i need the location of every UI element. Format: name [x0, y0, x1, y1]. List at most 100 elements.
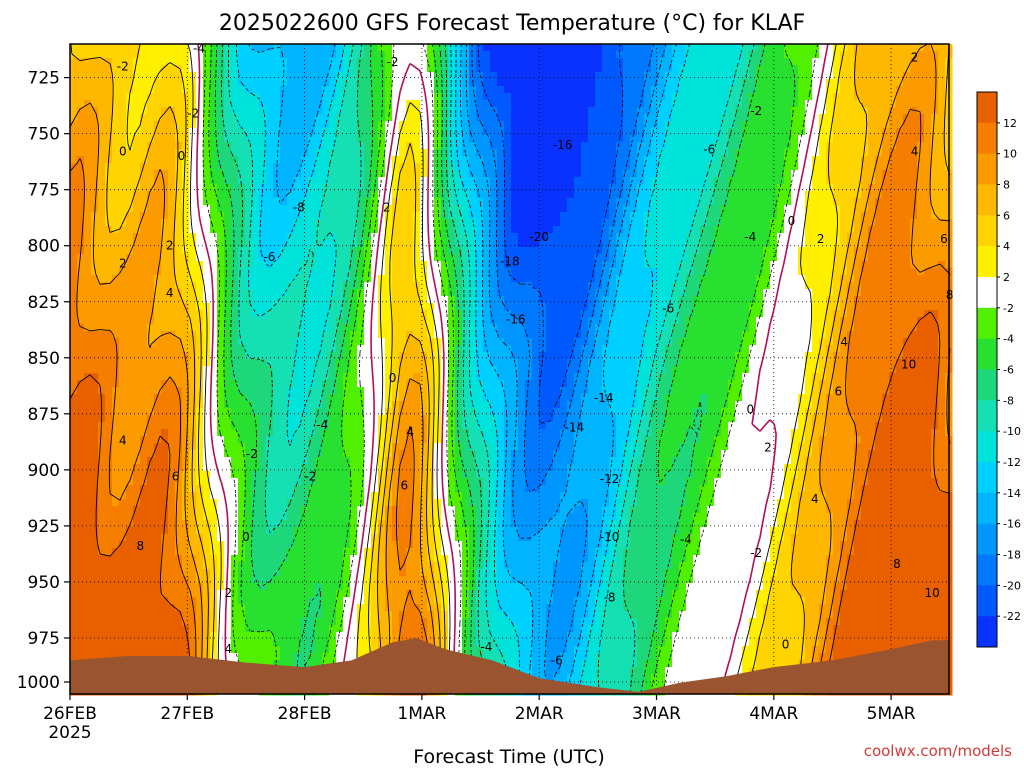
- temperature-cell: [924, 233, 932, 241]
- temperature-cell: [287, 86, 295, 94]
- temperature-cell: [441, 86, 449, 94]
- temperature-cell: [791, 100, 799, 108]
- temperature-cell: [644, 135, 652, 143]
- temperature-cell: [609, 170, 617, 178]
- temperature-cell: [833, 177, 841, 185]
- temperature-cell: [196, 296, 204, 304]
- temperature-cell: [357, 191, 365, 199]
- temperature-cell: [455, 86, 463, 94]
- temperature-cell: [168, 184, 176, 192]
- temperature-cell: [210, 219, 218, 227]
- temperature-cell: [546, 205, 554, 213]
- temperature-cell: [329, 72, 337, 80]
- temperature-cell: [231, 135, 239, 143]
- temperature-cell: [560, 177, 568, 185]
- temperature-cell: [350, 212, 358, 220]
- temperature-cell: [294, 198, 302, 206]
- temperature-cell: [287, 296, 295, 304]
- temperature-cell: [546, 233, 554, 241]
- temperature-cell: [259, 107, 267, 115]
- temperature-cell: [462, 58, 470, 66]
- temperature-cell: [616, 233, 624, 241]
- temperature-cell: [686, 240, 694, 248]
- temperature-cell: [287, 142, 295, 150]
- temperature-cell: [924, 268, 932, 276]
- temperature-cell: [707, 121, 715, 129]
- temperature-cell: [777, 226, 785, 234]
- temperature-cell: [553, 156, 561, 164]
- temperature-cell: [119, 170, 127, 178]
- temperature-cell: [273, 191, 281, 199]
- temperature-cell: [112, 128, 120, 136]
- temperature-cell: [469, 163, 477, 171]
- temperature-cell: [749, 128, 757, 136]
- temperature-cell: [182, 86, 190, 94]
- temperature-cell: [497, 177, 505, 185]
- temperature-cell: [336, 261, 344, 269]
- temperature-cell: [651, 233, 659, 241]
- temperature-cell: [476, 135, 484, 143]
- temperature-cell: [210, 170, 218, 178]
- temperature-cell: [882, 296, 890, 304]
- temperature-cell: [560, 247, 568, 255]
- temperature-cell: [427, 44, 435, 52]
- temperature-cell: [504, 170, 512, 178]
- temperature-cell: [749, 163, 757, 171]
- temperature-cell: [784, 58, 792, 66]
- temperature-cell: [602, 44, 610, 52]
- temperature-cell: [301, 114, 309, 122]
- temperature-cell: [315, 226, 323, 234]
- temperature-cell: [427, 121, 435, 129]
- temperature-cell: [259, 226, 267, 234]
- temperature-cell: [658, 226, 666, 234]
- temperature-cell: [728, 156, 736, 164]
- temperature-cell: [903, 114, 911, 122]
- temperature-cell: [161, 233, 169, 241]
- temperature-cell: [98, 282, 106, 290]
- temperature-cell: [420, 317, 428, 325]
- temperature-cell: [511, 86, 519, 94]
- temperature-cell: [364, 79, 372, 87]
- temperature-cell: [938, 191, 946, 199]
- temperature-cell: [119, 247, 127, 255]
- temperature-cell: [294, 289, 302, 297]
- temperature-cell: [581, 51, 589, 59]
- temperature-cell: [707, 156, 715, 164]
- temperature-cell: [525, 282, 533, 290]
- temperature-cell: [777, 114, 785, 122]
- temperature-cell: [364, 226, 372, 234]
- temperature-cell: [455, 142, 463, 150]
- temperature-cell: [140, 170, 148, 178]
- temperature-cell: [406, 149, 414, 157]
- temperature-cell: [441, 233, 449, 241]
- temperature-cell: [777, 107, 785, 115]
- temperature-cell: [91, 86, 99, 94]
- temperature-cell: [245, 93, 253, 101]
- temperature-cell: [609, 205, 617, 213]
- temperature-cell: [308, 100, 316, 108]
- temperature-cell: [805, 268, 813, 276]
- temperature-cell: [560, 121, 568, 129]
- temperature-cell: [567, 65, 575, 73]
- temperature-cell: [581, 310, 589, 318]
- temperature-cell: [644, 163, 652, 171]
- temperature-cell: [672, 72, 680, 80]
- temperature-cell: [357, 93, 365, 101]
- temperature-cell: [77, 219, 85, 227]
- temperature-cell: [105, 198, 113, 206]
- temperature-cell: [581, 247, 589, 255]
- temperature-cell: [938, 156, 946, 164]
- temperature-cell: [231, 233, 239, 241]
- temperature-cell: [77, 100, 85, 108]
- temperature-cell: [168, 296, 176, 304]
- temperature-cell: [259, 128, 267, 136]
- temperature-cell: [833, 142, 841, 150]
- temperature-cell: [462, 170, 470, 178]
- temperature-cell: [938, 121, 946, 129]
- temperature-cell: [434, 212, 442, 220]
- temperature-cell: [476, 303, 484, 311]
- temperature-cell: [420, 58, 428, 66]
- temperature-cell: [756, 296, 764, 304]
- temperature-cell: [476, 219, 484, 227]
- temperature-cell: [140, 317, 148, 325]
